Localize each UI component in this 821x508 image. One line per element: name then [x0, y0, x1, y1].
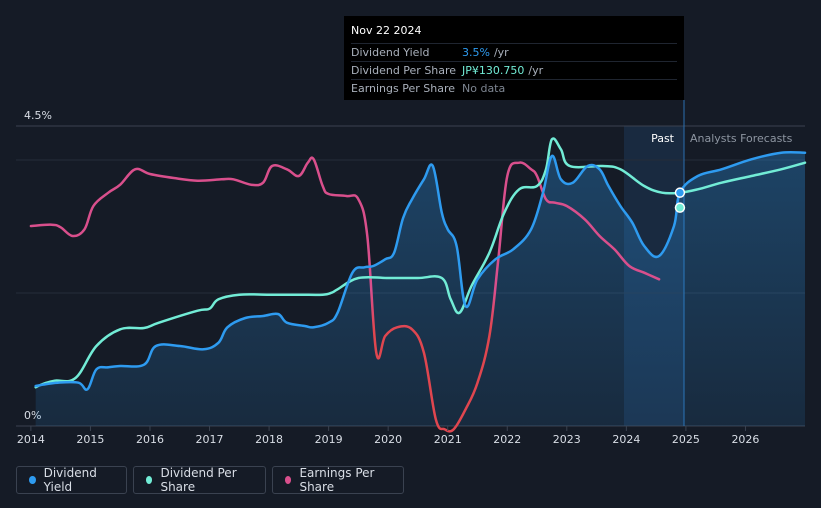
tooltip-row-earnings-per-share: Earnings Per Share No data — [351, 79, 677, 97]
forecast-label: Analysts Forecasts — [690, 132, 793, 145]
legend-dot-icon — [146, 476, 153, 484]
tooltip-label: Earnings Per Share — [351, 82, 456, 95]
tooltip-value: JP¥130.750 — [462, 64, 525, 77]
tooltip-value: 3.5% — [462, 46, 490, 59]
tooltip-unit: /yr — [528, 64, 544, 77]
legend-dot-icon — [29, 476, 36, 484]
x-tick-label: 2018 — [255, 433, 283, 446]
legend-label: Dividend Per Share — [160, 466, 237, 494]
tooltip-value: No data — [462, 82, 506, 95]
x-tick-label: 2023 — [553, 433, 581, 446]
x-tick-label: 2014 — [17, 433, 45, 446]
x-tick-label: 2024 — [612, 433, 640, 446]
legend-label: Earnings Per Share — [299, 466, 375, 494]
earnings-per-share-line — [29, 156, 661, 433]
legend-dividend-yield[interactable]: Dividend Yield — [16, 466, 127, 494]
tooltip-row-dividend-per-share: Dividend Per Share JP¥130.750 /yr — [351, 61, 677, 79]
x-tick-label: 2019 — [315, 433, 343, 446]
tooltip-date: Nov 22 2024 — [351, 24, 422, 37]
legend-label: Dividend Yield — [43, 466, 97, 494]
x-tick-label: 2017 — [196, 433, 224, 446]
x-tick-label: 2016 — [136, 433, 164, 446]
tooltip-label: Dividend Yield — [351, 46, 430, 59]
legend-dividend-per-share[interactable]: Dividend Per Share — [133, 466, 266, 494]
dividend-per-share-marker — [674, 202, 686, 213]
tooltip-row-dividend-yield: Dividend Yield 3.5% /yr — [351, 43, 677, 61]
x-tick-label: 2026 — [731, 433, 759, 446]
dividend-yield-line — [34, 150, 807, 392]
legend-dot-icon — [285, 476, 292, 484]
tooltip: Nov 22 2024 Dividend Yield 3.5% /yr Divi… — [344, 16, 684, 100]
tooltip-unit: /yr — [493, 46, 509, 59]
x-tick-label: 2021 — [434, 433, 462, 446]
dividend-yield-marker — [674, 187, 686, 198]
tooltip-label: Dividend Per Share — [351, 64, 457, 77]
y-axis-top-label: 4.5% — [24, 109, 52, 122]
x-tick-label: 2025 — [672, 433, 700, 446]
legend-earnings-per-share[interactable]: Earnings Per Share — [272, 466, 404, 494]
dividend-yield-area — [35, 152, 805, 426]
dividend-per-share-line — [34, 137, 807, 389]
x-tick-label: 2022 — [493, 433, 521, 446]
x-tick-label: 2020 — [374, 433, 402, 446]
x-tick-label: 2015 — [76, 433, 104, 446]
past-label: Past — [651, 132, 675, 145]
